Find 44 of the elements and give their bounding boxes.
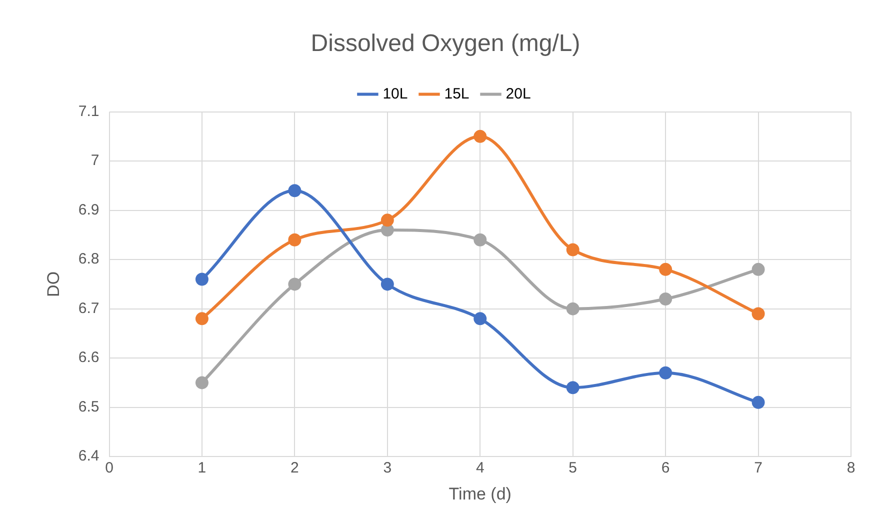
point: [380, 214, 394, 227]
y-tick-label: 6.6: [78, 349, 100, 366]
point: [380, 224, 394, 237]
point: [752, 307, 765, 320]
point: [752, 396, 765, 409]
legend-label: 10L: [382, 85, 408, 102]
y-tick-label: 6.5: [78, 398, 100, 416]
x-tick-label: 7: [754, 460, 762, 477]
x-tick-label: 5: [568, 460, 578, 477]
x-tick-label: 0: [105, 460, 114, 477]
point: [474, 233, 487, 246]
y-tick-label: 7: [90, 152, 100, 170]
point: [659, 292, 672, 306]
x-tick-label: 8: [846, 460, 856, 477]
y-tick-label: 6.7: [78, 300, 100, 317]
y-tick-label: 6.8: [78, 250, 100, 268]
point: [566, 302, 580, 316]
point: [288, 233, 302, 246]
y-tick-label: 7.1: [78, 102, 100, 120]
legend-label: 20L: [506, 85, 531, 102]
x-tick-label: 2: [290, 460, 299, 477]
point: [195, 312, 208, 326]
y-axis-title: DO: [44, 271, 63, 297]
x-tick-label: 3: [383, 460, 392, 477]
point: [195, 272, 208, 286]
point: [288, 278, 302, 291]
point: [659, 366, 672, 380]
y-tick-label: 6.4: [78, 448, 100, 465]
x-axis-title: Time (d): [448, 484, 512, 504]
point: [566, 381, 580, 394]
y-tick-label: 6.9: [78, 201, 100, 218]
chart-title: Dissolved Oxygen (mg/L): [310, 30, 580, 58]
legend-label: 15L: [444, 85, 470, 102]
x-tick-label: 4: [476, 460, 484, 477]
point: [659, 262, 672, 276]
point: [288, 184, 302, 198]
point: [380, 278, 394, 291]
point: [474, 130, 487, 143]
x-tick-label: 6: [661, 460, 670, 477]
point: [752, 262, 765, 276]
point: [195, 376, 208, 390]
x-tick-label: 1: [198, 460, 206, 477]
point: [566, 243, 580, 256]
point: [474, 312, 487, 326]
